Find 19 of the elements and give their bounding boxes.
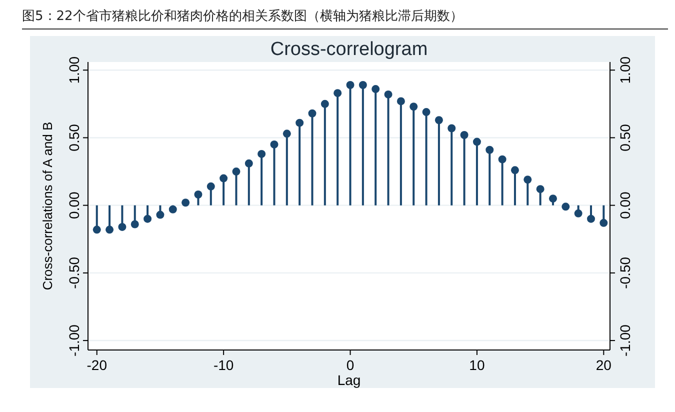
x-tick-label: 20 (596, 357, 612, 373)
chart-title: 图5：22个省市猪粮比价和猪肉价格的相关系数图（横轴为猪粮比滞后期数） (22, 9, 463, 24)
y-tick-label: 0.50 (66, 124, 82, 152)
x-axis-title: Lag (337, 372, 361, 388)
y2-tick-label: -0.50 (617, 256, 633, 289)
y-tick-label: -1.00 (66, 324, 82, 356)
y2-tick-label: 0.00 (617, 191, 633, 219)
y-axis-title: Cross-correlations of A and B (40, 122, 55, 290)
x-tick-label: -10 (213, 357, 234, 373)
y-tick-label: 1.00 (66, 56, 82, 84)
y2-tick-label: 1.00 (617, 56, 633, 84)
y-tick-label: -0.50 (66, 256, 82, 289)
x-tick-label: 10 (469, 357, 485, 373)
x-tick-label: 0 (346, 357, 354, 373)
x-tick-label: -20 (86, 357, 108, 373)
y2-tick-label: 0.50 (617, 124, 633, 152)
y2-tick-label: -1.00 (617, 324, 633, 356)
chart-subtitle: Cross-correlogram (270, 39, 428, 60)
y-tick-label: 0.00 (66, 191, 82, 219)
